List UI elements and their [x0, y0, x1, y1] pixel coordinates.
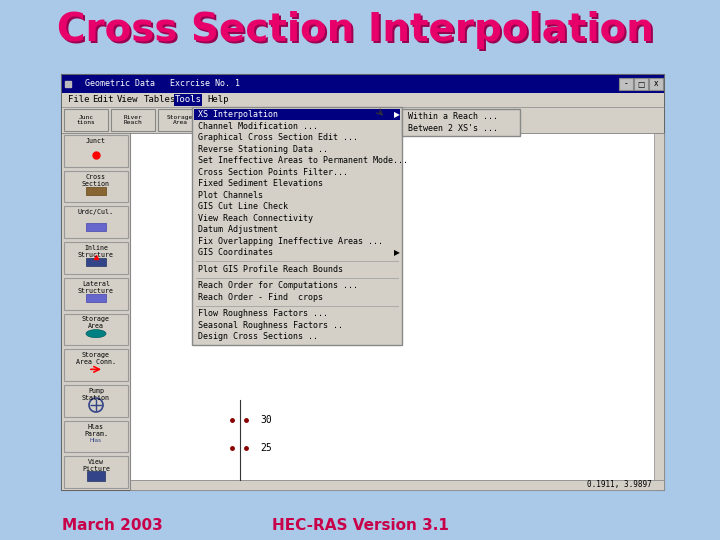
Text: XS Interpolation: XS Interpolation: [198, 110, 278, 119]
Bar: [64, 206, 128, 238]
Bar: [130, 133, 664, 490]
Text: Plot GIS Profile Reach Bounds: Plot GIS Profile Reach Bounds: [198, 265, 343, 274]
Bar: [634, 78, 648, 90]
Text: GIS Coordinates: GIS Coordinates: [198, 248, 273, 257]
Bar: [87, 471, 105, 482]
Text: Lateral
Structure: Lateral Structure: [78, 281, 114, 294]
Bar: [64, 421, 128, 453]
Text: Set Ineffective Areas to Permanent Mode...: Set Ineffective Areas to Permanent Mode.…: [198, 156, 408, 165]
Bar: [64, 349, 128, 381]
Bar: [62, 133, 130, 490]
Text: x: x: [654, 79, 658, 89]
Bar: [205, 109, 249, 131]
Bar: [64, 456, 128, 488]
Text: Fixed Sediment Elevations: Fixed Sediment Elevations: [198, 179, 323, 188]
Bar: [194, 109, 400, 119]
Text: GIS Cut Line Check: GIS Cut Line Check: [198, 202, 288, 211]
Ellipse shape: [86, 329, 106, 338]
Text: Edit: Edit: [92, 96, 114, 105]
Text: Cross Section Points Filter...: Cross Section Points Filter...: [198, 168, 348, 177]
Bar: [111, 109, 155, 131]
Text: Hlas
Param.: Hlas Param.: [84, 423, 108, 437]
Bar: [654, 133, 664, 480]
Bar: [62, 93, 664, 107]
Text: HEC-RAS Version 3.1: HEC-RAS Version 3.1: [271, 517, 449, 532]
Bar: [130, 480, 654, 490]
Bar: [62, 75, 664, 93]
Bar: [64, 135, 128, 167]
Ellipse shape: [216, 115, 234, 125]
Text: Geometric Data   Excrcise No. 1: Geometric Data Excrcise No. 1: [75, 79, 240, 89]
Text: Help: Help: [207, 96, 228, 105]
Text: View
Picture: View Picture: [82, 460, 110, 472]
Bar: [64, 171, 128, 202]
Text: Design Cross Sections ..: Design Cross Sections ..: [198, 332, 318, 341]
Bar: [619, 78, 633, 90]
Text: Datum Adjustment: Datum Adjustment: [198, 225, 278, 234]
Text: Within a Reach ...: Within a Reach ...: [408, 112, 498, 122]
Bar: [62, 75, 664, 490]
Text: 0.1911, 3.9897: 0.1911, 3.9897: [588, 481, 652, 489]
Bar: [158, 109, 202, 131]
Text: 30: 30: [260, 415, 271, 425]
Bar: [64, 385, 128, 416]
Text: Flow Roughness Factors ...: Flow Roughness Factors ...: [198, 309, 328, 318]
Text: Cross
Section: Cross Section: [82, 174, 110, 187]
Bar: [192, 107, 402, 345]
Text: Tools: Tools: [174, 96, 202, 105]
Text: Tables: Tables: [144, 96, 176, 105]
Text: Plot Channels: Plot Channels: [198, 191, 263, 200]
Text: Storage
Area: Storage Area: [82, 316, 110, 329]
Bar: [64, 242, 128, 274]
Text: View Reach Connectivity: View Reach Connectivity: [198, 214, 313, 222]
Text: Hlas: Hlas: [90, 438, 102, 443]
Bar: [130, 480, 664, 490]
Text: Pump
Station: Pump Station: [82, 388, 110, 401]
Text: March 2003: March 2003: [62, 517, 163, 532]
Bar: [64, 109, 108, 131]
Text: ▶: ▶: [394, 110, 400, 119]
Bar: [86, 222, 106, 231]
Text: Urdc/Cul.: Urdc/Cul.: [78, 210, 114, 215]
Bar: [62, 107, 664, 133]
Text: Storage
Area Conn.: Storage Area Conn.: [76, 352, 116, 365]
Text: Cross Section Interpolation: Cross Section Interpolation: [57, 11, 654, 49]
Bar: [64, 278, 128, 309]
Bar: [402, 109, 520, 136]
Text: Reach Order - Find  crops: Reach Order - Find crops: [198, 293, 323, 302]
Text: Editors: Editors: [214, 118, 240, 123]
Text: Junc
tions: Junc tions: [76, 114, 95, 125]
Text: Storage
Area: Storage Area: [167, 114, 193, 125]
Text: Graphical Cross Section Edit ...: Graphical Cross Section Edit ...: [198, 133, 358, 142]
Text: View: View: [117, 96, 138, 105]
Text: Between 2 XS's ...: Between 2 XS's ...: [408, 124, 498, 133]
Text: Seasonal Roughness Factors ..: Seasonal Roughness Factors ..: [198, 321, 343, 330]
Text: Reverse Stationing Data ..: Reverse Stationing Data ..: [198, 145, 328, 154]
Bar: [649, 78, 663, 90]
Text: Junct: Junct: [86, 138, 106, 144]
Bar: [86, 187, 106, 195]
Text: Channel Modification ...: Channel Modification ...: [198, 122, 318, 131]
Text: River
Reach: River Reach: [124, 114, 143, 125]
Text: Inline
Structure: Inline Structure: [78, 245, 114, 258]
Text: ▶: ▶: [394, 248, 400, 257]
Bar: [64, 314, 128, 345]
Bar: [86, 294, 106, 302]
Text: □: □: [637, 79, 644, 89]
Bar: [86, 258, 106, 266]
Text: Cross Section Interpolation: Cross Section Interpolation: [58, 13, 655, 51]
Text: Fix Overlapping Ineffective Areas ...: Fix Overlapping Ineffective Areas ...: [198, 237, 383, 246]
Text: Reach Order for Computations ...: Reach Order for Computations ...: [198, 281, 358, 291]
Bar: [174, 94, 202, 106]
Text: File: File: [68, 96, 89, 105]
Text: 25: 25: [260, 443, 271, 453]
Text: -: -: [625, 79, 627, 89]
